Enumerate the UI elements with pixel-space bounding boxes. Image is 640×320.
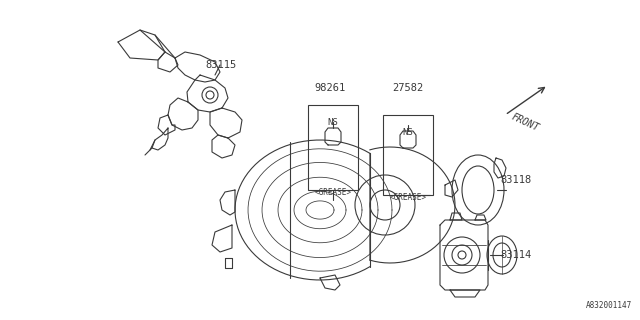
Text: <GREASE>: <GREASE> — [314, 188, 351, 197]
Text: 98261: 98261 — [314, 83, 346, 93]
Text: FRONT: FRONT — [510, 112, 541, 133]
Bar — [308, 105, 358, 190]
Text: 83118: 83118 — [500, 175, 531, 185]
Bar — [383, 115, 433, 195]
Text: A832001147: A832001147 — [586, 301, 632, 310]
Text: 27582: 27582 — [392, 83, 424, 93]
Text: NS: NS — [328, 118, 339, 127]
Text: 83115: 83115 — [205, 60, 236, 70]
Text: NS: NS — [403, 128, 413, 137]
Text: 83114: 83114 — [500, 250, 531, 260]
Text: <GREASE>: <GREASE> — [390, 193, 426, 202]
